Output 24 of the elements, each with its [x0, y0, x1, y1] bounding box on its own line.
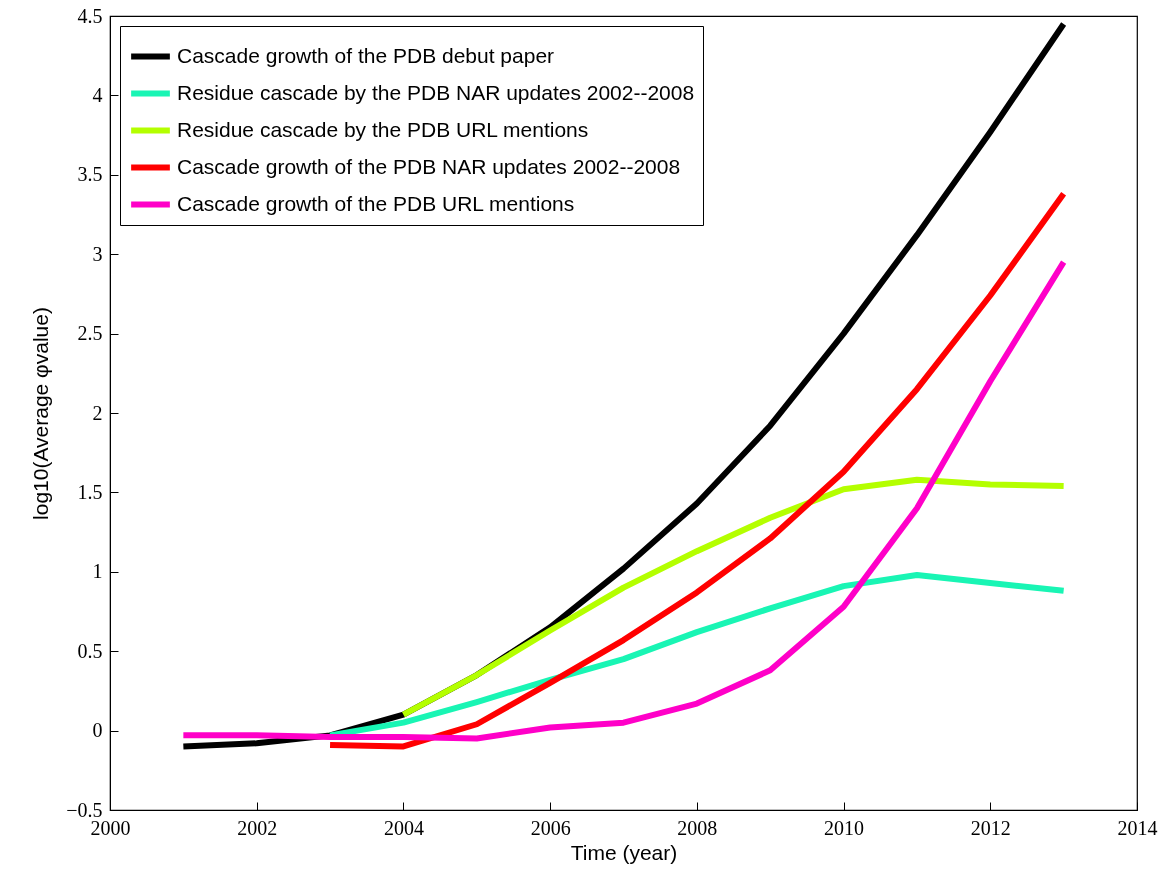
- y-tick-label: 0: [92, 719, 103, 742]
- y-tick-label: 1.5: [77, 480, 103, 503]
- y-tick-label: 2.5: [77, 322, 103, 345]
- x-tick-label: 2004: [383, 816, 424, 839]
- y-axis-title: log10(Average φvalue): [29, 307, 53, 520]
- y-tick-label: 3: [92, 242, 103, 265]
- x-axis-title: Time (year): [570, 840, 678, 864]
- legend-label: Cascade growth of the PDB debut paper: [177, 43, 555, 67]
- x-tick-label: 2014: [1117, 816, 1158, 839]
- y-tick-label: 0.5: [77, 639, 103, 662]
- y-tick-label: 4.5: [77, 4, 103, 27]
- y-tick-label: 3.5: [77, 163, 103, 186]
- legend-label: Cascade growth of the PDB NAR updates 2002--2008: [177, 154, 681, 178]
- x-tick-label: 2012: [970, 816, 1011, 839]
- x-tick-label: 2008: [677, 816, 718, 839]
- y-tick-label: 2: [92, 401, 103, 424]
- legend-label: Cascade growth of the PDB URL mentions: [177, 191, 575, 215]
- y-tick-label: 1: [92, 560, 103, 583]
- legend-label: Residue cascade by the PDB NAR updates 2002--2008: [177, 80, 695, 104]
- x-tick-label: 2002: [237, 816, 278, 839]
- y-tick-label: 4: [92, 83, 103, 106]
- x-tick-label: 2010: [824, 816, 865, 839]
- legend-label: Residue cascade by the PDB URL mentions: [177, 117, 589, 141]
- x-tick-label: 2006: [530, 816, 571, 839]
